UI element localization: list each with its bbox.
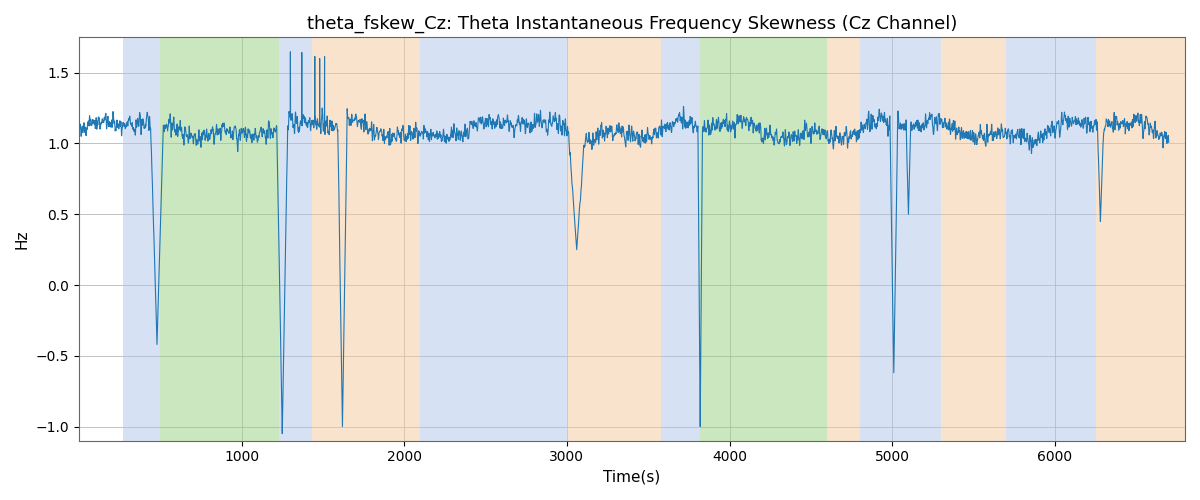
Bar (420, 38, 566, 440)
Bar (278, 38, 312, 440)
Bar (859, 38, 941, 440)
Bar (312, 38, 420, 440)
Bar (161, 38, 278, 440)
Bar (1006, 38, 1096, 440)
Bar (566, 38, 661, 440)
Bar (941, 38, 1006, 440)
Y-axis label: Hz: Hz (14, 230, 30, 249)
X-axis label: Time(s): Time(s) (604, 470, 660, 485)
Bar (1096, 38, 1184, 440)
Bar (701, 38, 827, 440)
Bar (661, 38, 701, 440)
Title: theta_fskew_Cz: Theta Instantaneous Frequency Skewness (Cz Channel): theta_fskew_Cz: Theta Instantaneous Freq… (307, 15, 958, 34)
Bar (827, 38, 859, 440)
Bar (122, 38, 161, 440)
